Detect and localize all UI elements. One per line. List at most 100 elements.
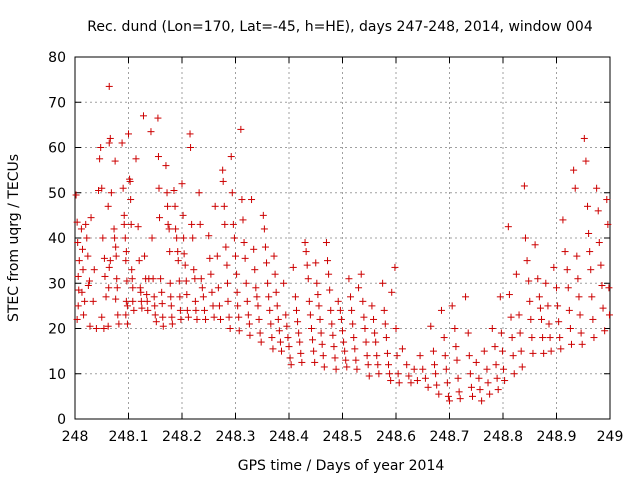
data-point (301, 239, 309, 247)
data-point (405, 372, 413, 380)
data-point (173, 234, 181, 242)
data-point (181, 261, 189, 269)
data-point (550, 263, 558, 271)
x-axis-tick-labels: 248 248.1 248.2 248.3 248.4 248.5 248.6 248.7 24… (62, 429, 624, 445)
data-point (554, 302, 562, 310)
data-point (250, 245, 258, 253)
data-point (578, 340, 586, 348)
data-point (283, 322, 291, 330)
data-point (534, 275, 542, 283)
data-point (180, 234, 188, 242)
data-point (252, 284, 260, 292)
data-point (256, 329, 264, 337)
data-point (188, 220, 196, 228)
data-point (483, 365, 491, 373)
data-point (224, 297, 232, 305)
data-point (219, 166, 227, 174)
data-point (353, 365, 361, 373)
data-point (190, 266, 198, 274)
data-point (371, 329, 379, 337)
data-point (604, 220, 612, 228)
data-point (351, 345, 359, 353)
data-point (475, 374, 483, 382)
data-point (125, 130, 132, 138)
data-point (296, 338, 304, 346)
data-point (260, 225, 268, 233)
data-point (112, 243, 120, 251)
data-point (165, 225, 173, 233)
data-point (587, 266, 595, 274)
data-point (441, 352, 449, 360)
data-point (217, 315, 225, 323)
data-point (100, 254, 108, 262)
data-point (106, 134, 114, 142)
data-point (96, 155, 104, 163)
data-point (520, 182, 528, 190)
data-point (557, 345, 565, 353)
data-point (176, 306, 184, 314)
data-point (517, 347, 525, 355)
data-point (305, 297, 313, 305)
data-point (553, 284, 560, 292)
data-point (122, 311, 130, 319)
data-point (193, 315, 201, 323)
data-point (374, 361, 382, 369)
data-point (147, 128, 155, 136)
data-point (453, 356, 461, 364)
x-tick-label: 248.9 (536, 429, 576, 445)
y-axis-tick-labels: 0 10 20 30 40 50 60 70 80 (48, 50, 66, 428)
data-point (82, 220, 90, 228)
data-point (267, 320, 275, 328)
data-point (593, 184, 601, 192)
data-point (442, 365, 450, 373)
data-point (164, 202, 172, 210)
data-point (263, 259, 271, 267)
data-point (105, 82, 113, 90)
data-point (547, 347, 555, 355)
chart-title: Rec. dund (Lon=170, Lat=-45, h=HE), days… (87, 19, 593, 35)
data-point (174, 257, 182, 265)
data-point (328, 320, 336, 328)
data-point (379, 279, 387, 287)
data-point (361, 325, 369, 332)
data-point (529, 349, 537, 357)
data-point (295, 329, 303, 337)
data-point (324, 257, 332, 265)
data-point (176, 293, 184, 301)
data-point (132, 155, 140, 163)
data-point (497, 329, 505, 337)
data-point (123, 277, 131, 285)
data-point (413, 377, 421, 385)
data-point (515, 311, 523, 319)
data-point (349, 320, 357, 328)
data-point (372, 338, 380, 346)
data-point (486, 390, 494, 398)
data-point (574, 275, 582, 283)
data-point (261, 243, 269, 251)
y-tick-label: 40 (48, 231, 66, 247)
data-point (343, 363, 351, 371)
data-point (171, 202, 179, 210)
x-tick-label: 248.5 (322, 429, 362, 445)
data-point (157, 275, 165, 283)
data-point (472, 358, 480, 366)
data-point (507, 313, 515, 321)
data-point (304, 275, 312, 283)
data-point (603, 196, 611, 204)
data-point (451, 325, 459, 332)
data-point (312, 259, 320, 267)
data-point (223, 261, 231, 269)
data-point (206, 254, 214, 262)
data-point (126, 177, 134, 185)
data-point (605, 311, 613, 319)
data-point (139, 112, 147, 120)
data-point (202, 315, 210, 323)
data-point (74, 302, 82, 310)
data-point (310, 347, 318, 355)
data-point (99, 234, 107, 242)
data-point (196, 220, 204, 228)
data-point (492, 361, 500, 369)
data-point (155, 184, 163, 192)
data-point (100, 325, 108, 332)
data-point (382, 334, 390, 342)
